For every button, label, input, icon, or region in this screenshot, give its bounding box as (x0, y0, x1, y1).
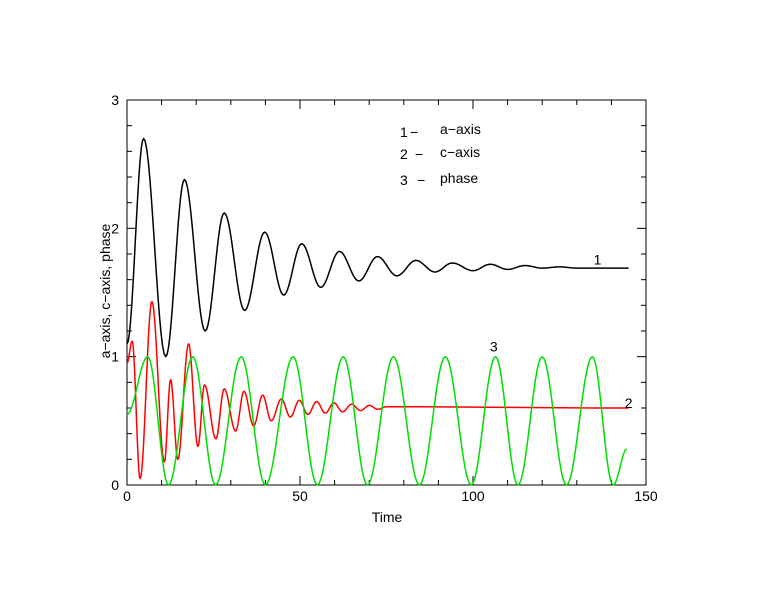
series-line-a (126, 137, 629, 358)
y-tick-label: 3 (111, 92, 119, 108)
legend-dash-3: − (417, 172, 425, 188)
curve-label-c: 2 (625, 395, 633, 411)
legend-number-2: 2 (400, 146, 408, 162)
x-tick-label: 0 (123, 488, 131, 504)
x-tick-label: 50 (292, 488, 308, 504)
x-tick-label: 100 (461, 488, 485, 504)
legend-number-3: 3 (400, 172, 408, 188)
labels-layer: Time a−axis, c−axis, phase (97, 223, 403, 525)
legend-label-1: a−axis (440, 121, 481, 137)
axes: 0 50 100 150 0 1 2 3 (111, 92, 658, 504)
plot-frame (126, 99, 647, 486)
legend-label-2: c−axis (440, 144, 480, 160)
y-tick-label: 0 (111, 477, 119, 493)
series-line-phase (126, 355, 628, 486)
y-axis-label: a−axis, c−axis, phase (97, 223, 113, 358)
legend: 1 − a−axis 2 − c−axis 3 − phase (400, 121, 481, 188)
legend-dash-1: − (410, 124, 418, 140)
legend-label-3: phase (440, 170, 478, 186)
x-axis-label: Time (372, 509, 403, 525)
y-tick-label: 1 (111, 349, 119, 365)
curve-label-phase: 3 (490, 339, 498, 355)
x-tick-label: 150 (634, 488, 658, 504)
legend-number-1: 1 (400, 124, 408, 140)
y-tick-label: 2 (111, 220, 119, 236)
series-line-c (126, 300, 629, 480)
legend-dash-2: − (415, 146, 423, 162)
curve-label-a: 1 (594, 251, 602, 267)
series-layer: 1 2 3 (126, 137, 633, 486)
